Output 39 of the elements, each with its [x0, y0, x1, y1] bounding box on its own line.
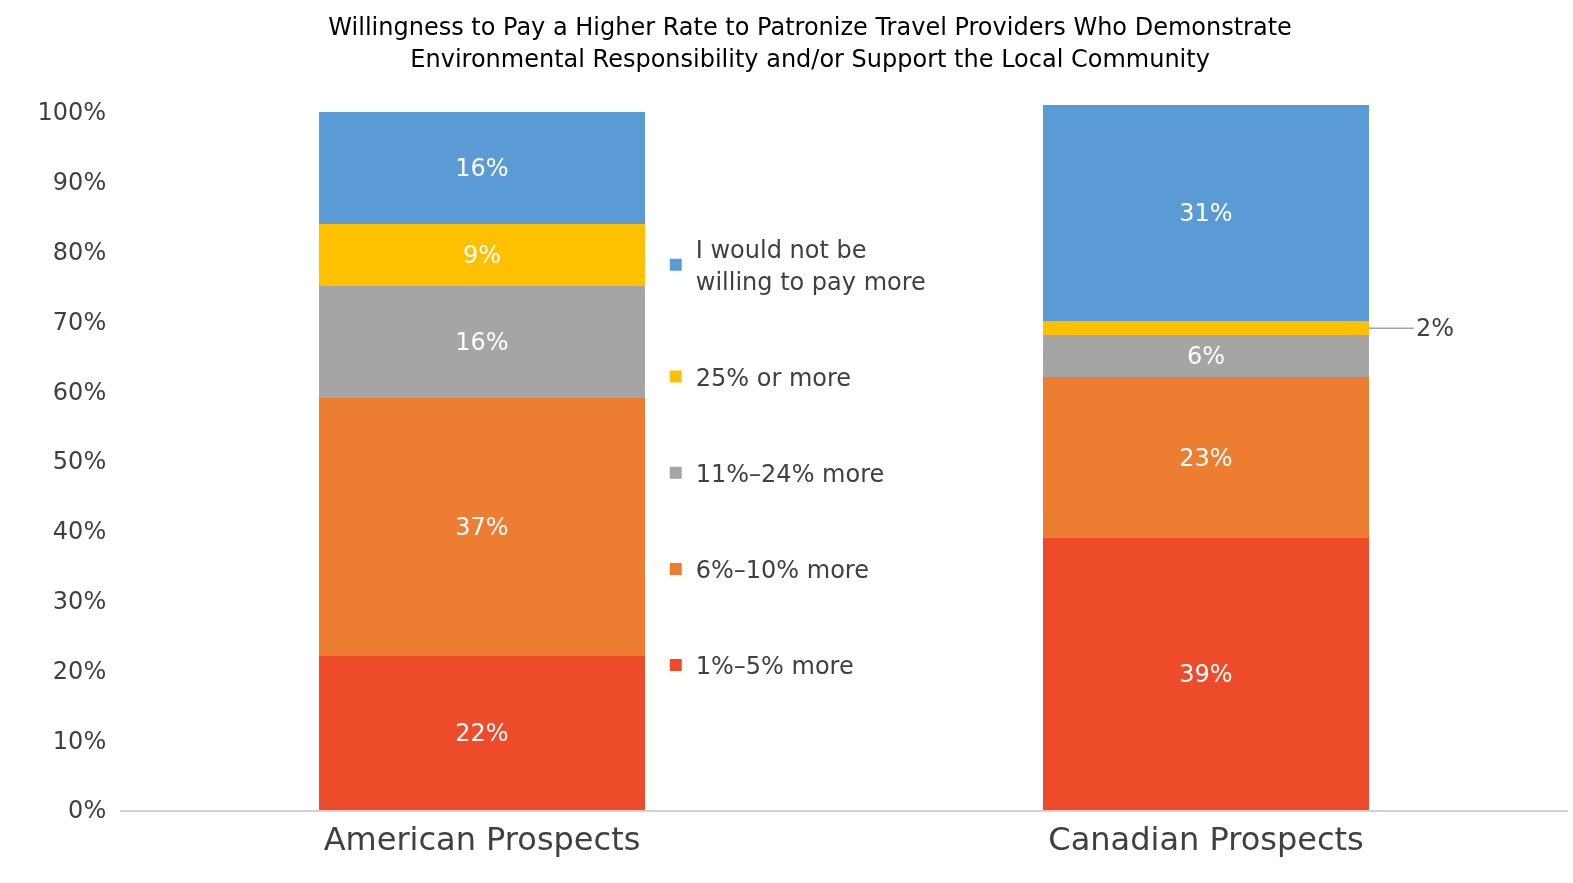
x-tick-label: Canadian Prospects: [1048, 820, 1364, 859]
y-tick-label: 60%: [52, 377, 107, 406]
legend-label: 6%–10% more: [695, 556, 869, 585]
y-tick-label: 10%: [52, 726, 107, 755]
bar: [319, 656, 645, 810]
y-tick-label: 80%: [52, 237, 107, 266]
y-tick-label: 90%: [52, 168, 107, 197]
data-label: 16%: [455, 328, 509, 357]
bar: [1043, 321, 1369, 336]
legend-label: 1%–5% more: [695, 652, 854, 681]
chart-title: Willingness to Pay a Higher Rate to Patronize Travel Providers Who Demonstrate Environmental Responsibility and/or Support the Local Community: [328, 13, 1292, 73]
data-label: 23%: [1179, 443, 1233, 472]
bar: [319, 286, 645, 399]
x-tick-label: American Prospects: [323, 820, 641, 859]
legend-label: I would not be willing to pay more: [695, 236, 926, 296]
y-tick-label: 0%: [68, 796, 107, 825]
data-label: 37%: [455, 513, 509, 542]
data-label: 9%: [462, 241, 502, 270]
data-label: 39%: [1179, 659, 1233, 688]
bar: [1043, 377, 1369, 538]
y-tick-label: 20%: [52, 656, 107, 685]
bar: [1043, 335, 1369, 378]
bar: [319, 111, 645, 224]
y-tick-label: 50%: [52, 447, 107, 476]
bar: [1043, 105, 1369, 322]
data-label: 2%: [1416, 314, 1455, 342]
y-tick-label: 100%: [37, 98, 107, 127]
bar: [319, 223, 645, 287]
legend-label: 25% or more: [695, 363, 852, 392]
y-tick-label: 70%: [52, 307, 107, 336]
data-label: 6%: [1186, 342, 1226, 371]
y-tick-label: 30%: [52, 586, 107, 615]
bar: [1043, 537, 1369, 810]
data-label: 16%: [455, 153, 509, 182]
data-label: 22%: [455, 719, 509, 748]
data-label: 31%: [1179, 199, 1233, 228]
bar: [319, 398, 645, 657]
y-tick-label: 40%: [52, 517, 107, 546]
legend-label: 11%–24% more: [695, 460, 885, 489]
